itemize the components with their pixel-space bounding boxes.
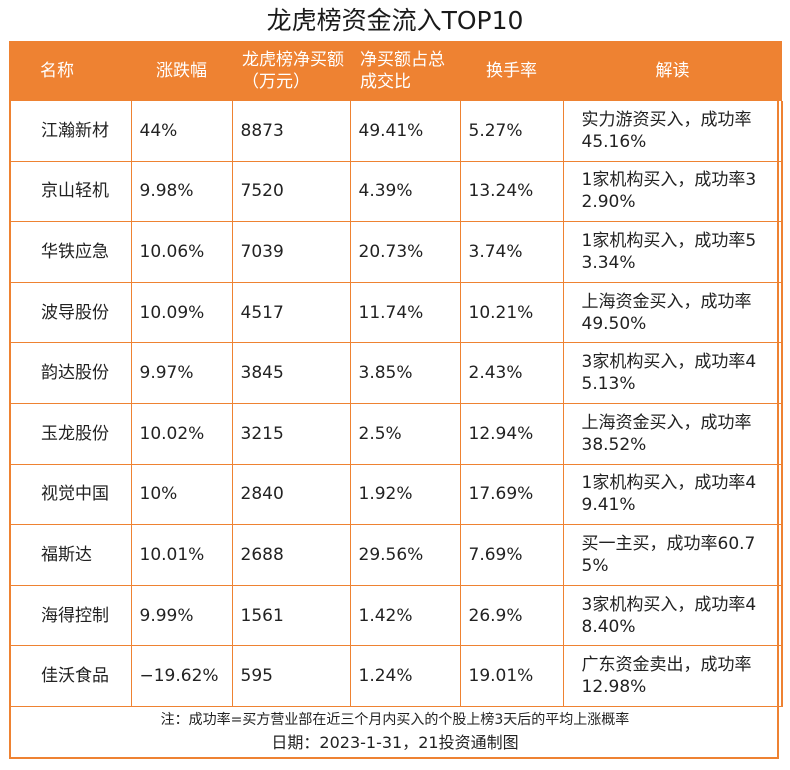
cell-net-buy: 7520 [232, 161, 351, 223]
cell-name: 玉龙股份 [9, 403, 132, 465]
table-row: 福斯达 10.01% 2688 29.56% 7.69% 买一主买，成功率60.… [9, 524, 783, 586]
cell-change: 10.06% [131, 221, 233, 283]
table-row: 波导股份 10.09% 4517 11.74% 10.21% 上海资金买入，成功… [9, 282, 783, 344]
table-row: 视觉中国 10% 2840 1.92% 17.69% 1家机构买入，成功率49.… [9, 464, 783, 526]
cell-name: 华铁应急 [9, 221, 132, 283]
cell-net-buy: 1561 [232, 585, 351, 647]
cell-ratio: 29.56% [350, 524, 461, 586]
cell-name: 海得控制 [9, 585, 132, 647]
cell-name: 佳沃食品 [9, 645, 132, 707]
cell-ratio: 4.39% [350, 161, 461, 223]
cell-note: 实力游资买入，成功率45.16% [563, 101, 783, 162]
cell-turnover: 3.74% [460, 221, 564, 283]
cell-net-buy: 595 [232, 645, 351, 707]
cell-turnover: 2.43% [460, 342, 564, 404]
page-title: 龙虎榜资金流入TOP10 [266, 6, 524, 35]
cell-note: 上海资金买入，成功率38.52% [563, 403, 783, 465]
table-row: 江瀚新材 44% 8873 49.41% 5.27% 实力游资买入，成功率45.… [9, 101, 783, 162]
cell-change: 10% [131, 464, 233, 526]
cell-turnover: 10.21% [460, 282, 564, 344]
cell-turnover: 7.69% [460, 524, 564, 586]
cell-ratio: 1.92% [350, 464, 461, 526]
cell-ratio: 20.73% [350, 221, 461, 283]
cell-note: 上海资金买入，成功率49.50% [563, 282, 783, 344]
table-header-row: 名称 涨跌幅 龙虎榜净买额（万元） 净买额占总成交比 换手率 解读 [10, 41, 782, 101]
cell-turnover: 19.01% [460, 645, 564, 707]
cell-turnover: 12.94% [460, 403, 564, 465]
header-turnover: 换手率 [460, 41, 563, 101]
cell-note: 买一主买，成功率60.75% [563, 524, 783, 586]
cell-turnover: 26.9% [460, 585, 564, 647]
cell-turnover: 17.69% [460, 464, 564, 526]
cell-change: 10.01% [131, 524, 233, 586]
cell-change: 44% [131, 101, 233, 162]
header-name: 名称 [10, 41, 131, 101]
table-row: 佳沃食品 −19.62% 595 1.24% 19.01% 广东资金卖出，成功率… [9, 645, 783, 707]
cell-ratio: 2.5% [350, 403, 461, 465]
table-row: 京山轻机 9.98% 7520 4.39% 13.24% 1家机构买入，成功率3… [9, 161, 783, 223]
cell-change: −19.62% [131, 645, 233, 707]
cell-note: 1家机构买入，成功率32.90% [563, 161, 783, 223]
header-ratio: 净买额占总成交比 [350, 41, 460, 101]
cell-net-buy: 8873 [232, 101, 351, 162]
header-net-buy: 龙虎榜净买额（万元） [232, 41, 350, 101]
table-row: 华铁应急 10.06% 7039 20.73% 3.74% 1家机构买入，成功率… [9, 221, 783, 283]
cell-change: 9.98% [131, 161, 233, 223]
cell-name: 福斯达 [9, 524, 132, 586]
cell-name: 波导股份 [9, 282, 132, 344]
cell-net-buy: 4517 [232, 282, 351, 344]
date-credit: 日期：2023-1-31，21投资通制图 [271, 733, 519, 752]
cell-change: 9.99% [131, 585, 233, 647]
cell-net-buy: 2688 [232, 524, 351, 586]
cell-note: 3家机构买入，成功率45.13% [563, 342, 783, 404]
table-row: 玉龙股份 10.02% 3215 2.5% 12.94% 上海资金买入，成功率3… [9, 403, 783, 465]
cell-ratio: 1.42% [350, 585, 461, 647]
cell-turnover: 13.24% [460, 161, 564, 223]
top10-table: 名称 涨跌幅 龙虎榜净买额（万元） 净买额占总成交比 换手率 解读 江瀚新材 4… [9, 41, 783, 707]
cell-turnover: 5.27% [460, 101, 564, 162]
cell-ratio: 11.74% [350, 282, 461, 344]
cell-name: 江瀚新材 [9, 101, 132, 162]
cell-name: 京山轻机 [9, 161, 132, 223]
cell-note: 1家机构买入，成功率53.34% [563, 221, 783, 283]
header-note: 解读 [563, 41, 782, 101]
cell-net-buy: 2840 [232, 464, 351, 526]
cell-change: 10.09% [131, 282, 233, 344]
cell-ratio: 3.85% [350, 342, 461, 404]
cell-ratio: 49.41% [350, 101, 461, 162]
cell-note: 1家机构买入，成功率49.41% [563, 464, 783, 526]
table-row: 韵达股份 9.97% 3845 3.85% 2.43% 3家机构买入，成功率45… [9, 342, 783, 404]
cell-change: 9.97% [131, 342, 233, 404]
table-row: 海得控制 9.99% 1561 1.42% 26.9% 3家机构买入，成功率48… [9, 585, 783, 647]
cell-note: 3家机构买入，成功率48.40% [563, 585, 783, 647]
cell-note: 广东资金卖出，成功率12.98% [563, 645, 783, 707]
cell-ratio: 1.24% [350, 645, 461, 707]
footnote: 注：成功率=买方营业部在近三个月内买入的个股上榜3天后的平均上涨概率 [160, 712, 630, 728]
cell-net-buy: 7039 [232, 221, 351, 283]
cell-net-buy: 3845 [232, 342, 351, 404]
cell-name: 视觉中国 [9, 464, 132, 526]
header-change: 涨跌幅 [131, 41, 232, 101]
cell-change: 10.02% [131, 403, 233, 465]
cell-name: 韵达股份 [9, 342, 132, 404]
cell-net-buy: 3215 [232, 403, 351, 465]
